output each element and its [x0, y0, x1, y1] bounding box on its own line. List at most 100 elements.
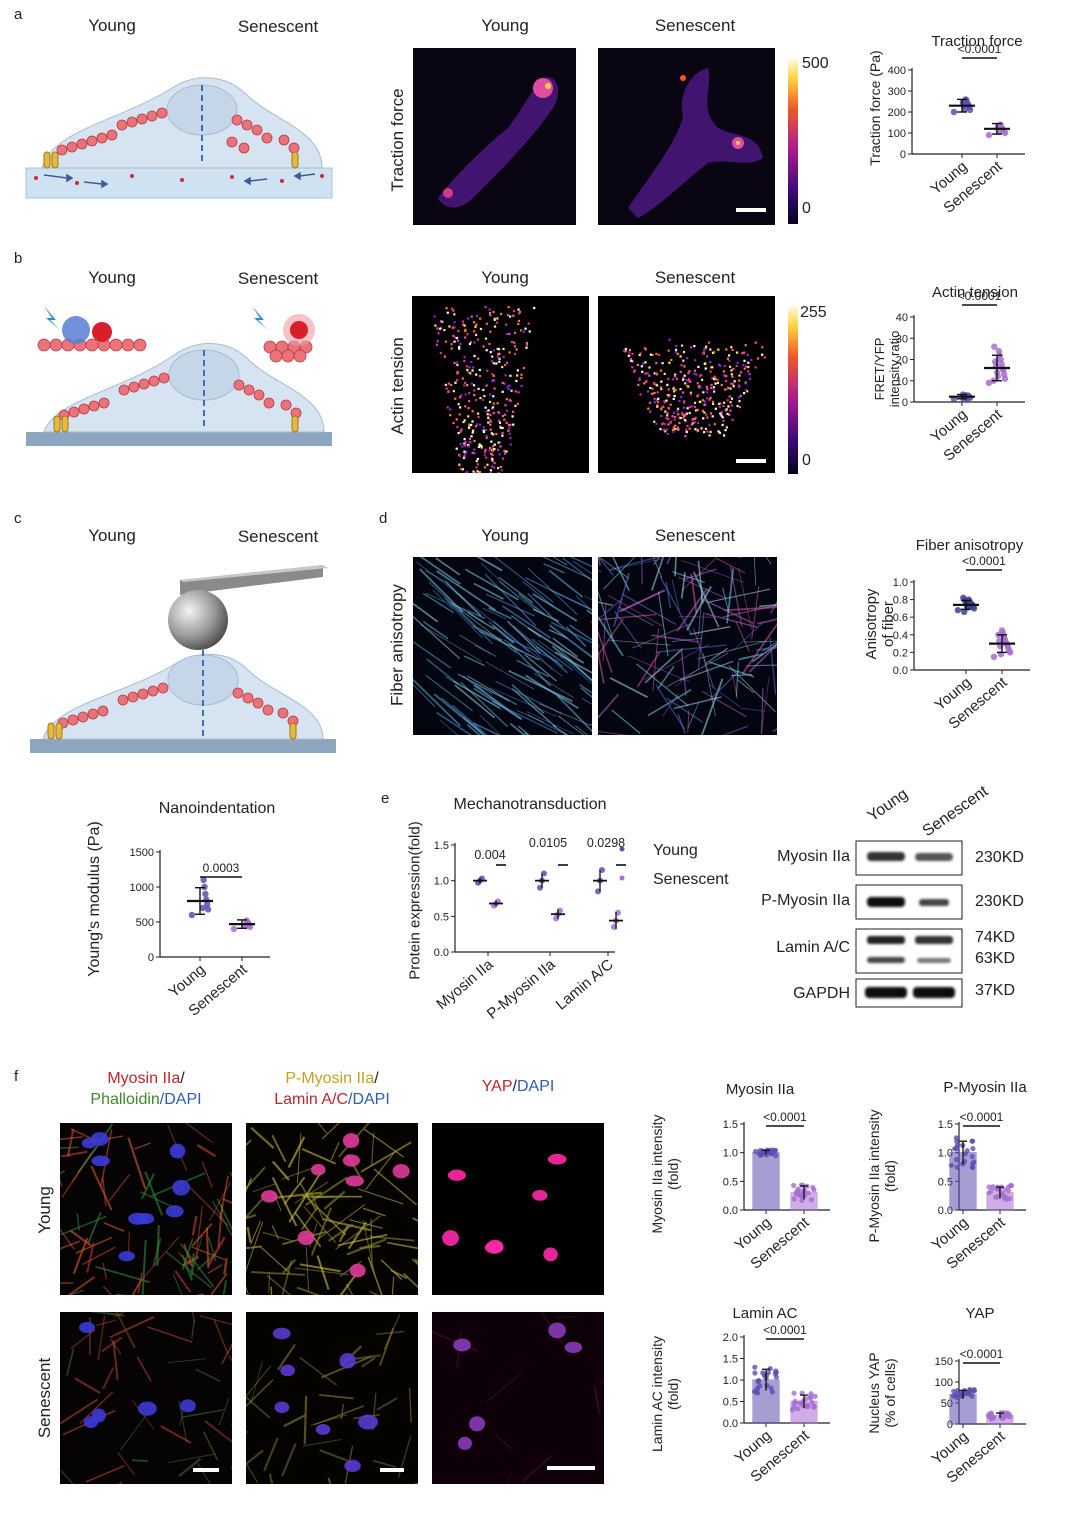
data-point: [792, 1196, 797, 1201]
y-tick-label: 0.5: [723, 1397, 738, 1409]
data-point: [991, 654, 997, 660]
row-label-young: Young: [35, 1170, 55, 1250]
image-header-young: Young: [460, 16, 550, 36]
image-header-young: Young: [460, 526, 550, 546]
data-point: [752, 1370, 757, 1375]
scale-bar: [193, 1468, 219, 1472]
row-label-senescent: Senescent: [35, 1348, 55, 1448]
data-point: [970, 1139, 975, 1144]
data-point: [791, 1183, 796, 1188]
column-header-2: P-Myosin IIa/ Lamin A/C/DAPI: [246, 1068, 418, 1110]
y-tick-label: 1.0: [723, 1148, 738, 1160]
p-value: <0.0001: [960, 1347, 1004, 1361]
data-point: [954, 1157, 959, 1162]
data-point: [798, 1189, 803, 1194]
data-point: [971, 1159, 976, 1164]
y-tick-label: 0: [900, 149, 906, 161]
data-point: [1009, 1183, 1014, 1188]
y-tick-label: 0.5: [723, 1176, 738, 1188]
scale-bar: [547, 1466, 595, 1470]
legend-young: Young: [653, 842, 698, 860]
y-tick-label: 400: [888, 65, 906, 77]
blot-lane-young: Young: [865, 786, 912, 826]
data-point: [753, 1149, 758, 1154]
data-point: [951, 109, 957, 115]
panel-label-e: e: [381, 790, 389, 807]
data-point: [790, 1407, 795, 1412]
y-tick-label: 300: [888, 86, 906, 98]
chart-title: P-Myosin IIa: [915, 1079, 1055, 1096]
if-yap-senescent: [432, 1312, 604, 1484]
data-point: [970, 1154, 975, 1159]
panel-label-d: d: [379, 510, 387, 527]
y-tick-label: 1000: [130, 882, 154, 894]
if-myosin-senescent: [60, 1312, 232, 1484]
data-point: [805, 1403, 810, 1408]
if-pmyosin-senescent: [246, 1312, 418, 1484]
data-point: [810, 1185, 815, 1190]
y-axis-label: Traction force (Pa): [867, 43, 883, 173]
data-point: [1006, 1188, 1011, 1193]
y-axis-label: Protein expression(fold): [407, 806, 424, 996]
cartoon-label-young: Young: [72, 16, 152, 36]
y-tick-label: 0.0: [723, 1418, 738, 1430]
traction-image-senescent: [598, 48, 775, 225]
data-point: [991, 344, 997, 350]
traction-image-young: [413, 48, 576, 225]
colorbar-max: 500: [802, 55, 829, 73]
data-point: [1007, 1196, 1012, 1201]
y-tick-label: 0.0: [434, 947, 449, 959]
data-point: [758, 1153, 763, 1158]
y-tick-label: 0.5: [434, 911, 449, 923]
data-point: [810, 1400, 815, 1405]
p-value: 0.0298: [587, 836, 625, 850]
y-tick-label: 1.5: [434, 840, 449, 852]
y-tick-label: 1.5: [938, 1119, 953, 1131]
data-point: [799, 1193, 804, 1198]
data-point: [965, 1148, 970, 1153]
cell-cartoon-fret: [24, 290, 334, 450]
colorbar-traction: [788, 59, 798, 224]
bar: [753, 1153, 779, 1210]
data-point: [770, 1389, 775, 1394]
p-value: <0.0001: [763, 1110, 807, 1124]
y-tick-label: 100: [888, 128, 906, 140]
data-point: [792, 1400, 797, 1405]
column-header-1: Myosin IIa/ Phalloidin/DAPI: [60, 1068, 232, 1110]
data-point: [231, 926, 237, 932]
y-axis-label: Nucleus YAP(% of cells): [866, 1333, 898, 1453]
cartoon-label-young: Young: [72, 268, 152, 288]
data-point: [970, 1164, 975, 1169]
blot-protein-p-myosin: P-Myosin IIa: [740, 892, 850, 910]
image-header-senescent: Senescent: [640, 16, 750, 36]
chart-title: Lamin AC: [710, 1305, 820, 1322]
y-axis-label: Myosin IIa intensity(fold): [649, 1094, 681, 1254]
y-tick-label: 1.0: [434, 876, 449, 888]
data-point: [989, 1188, 994, 1193]
data-point: [993, 1195, 998, 1200]
data-point: [808, 1391, 813, 1396]
image-header-senescent: Senescent: [640, 526, 750, 546]
p-value: <0.0001: [763, 1323, 807, 1337]
colorbar-fret: [788, 306, 798, 474]
colorbar-max: 255: [800, 304, 827, 322]
fret-image-senescent: [598, 296, 775, 473]
blot-lane-senescent: Senescent: [920, 783, 992, 841]
panel-label-b: b: [14, 250, 22, 267]
y-tick-label: 1.0: [723, 1375, 738, 1387]
p-value: 0.0003: [203, 861, 240, 875]
data-point: [806, 1190, 811, 1195]
blot-protein-lamin: Lamin A/C: [740, 939, 850, 957]
chart-title: Actin tension: [915, 284, 1035, 301]
y-tick-label: 1.5: [723, 1119, 738, 1131]
data-point: [954, 1139, 959, 1144]
data-point: [954, 1144, 959, 1149]
blot-size-lamin-74: 74KD: [975, 929, 1015, 947]
y-tick-label: 2.0: [723, 1332, 738, 1344]
y-axis-label: Lamin AC intensity(fold): [649, 1314, 681, 1474]
